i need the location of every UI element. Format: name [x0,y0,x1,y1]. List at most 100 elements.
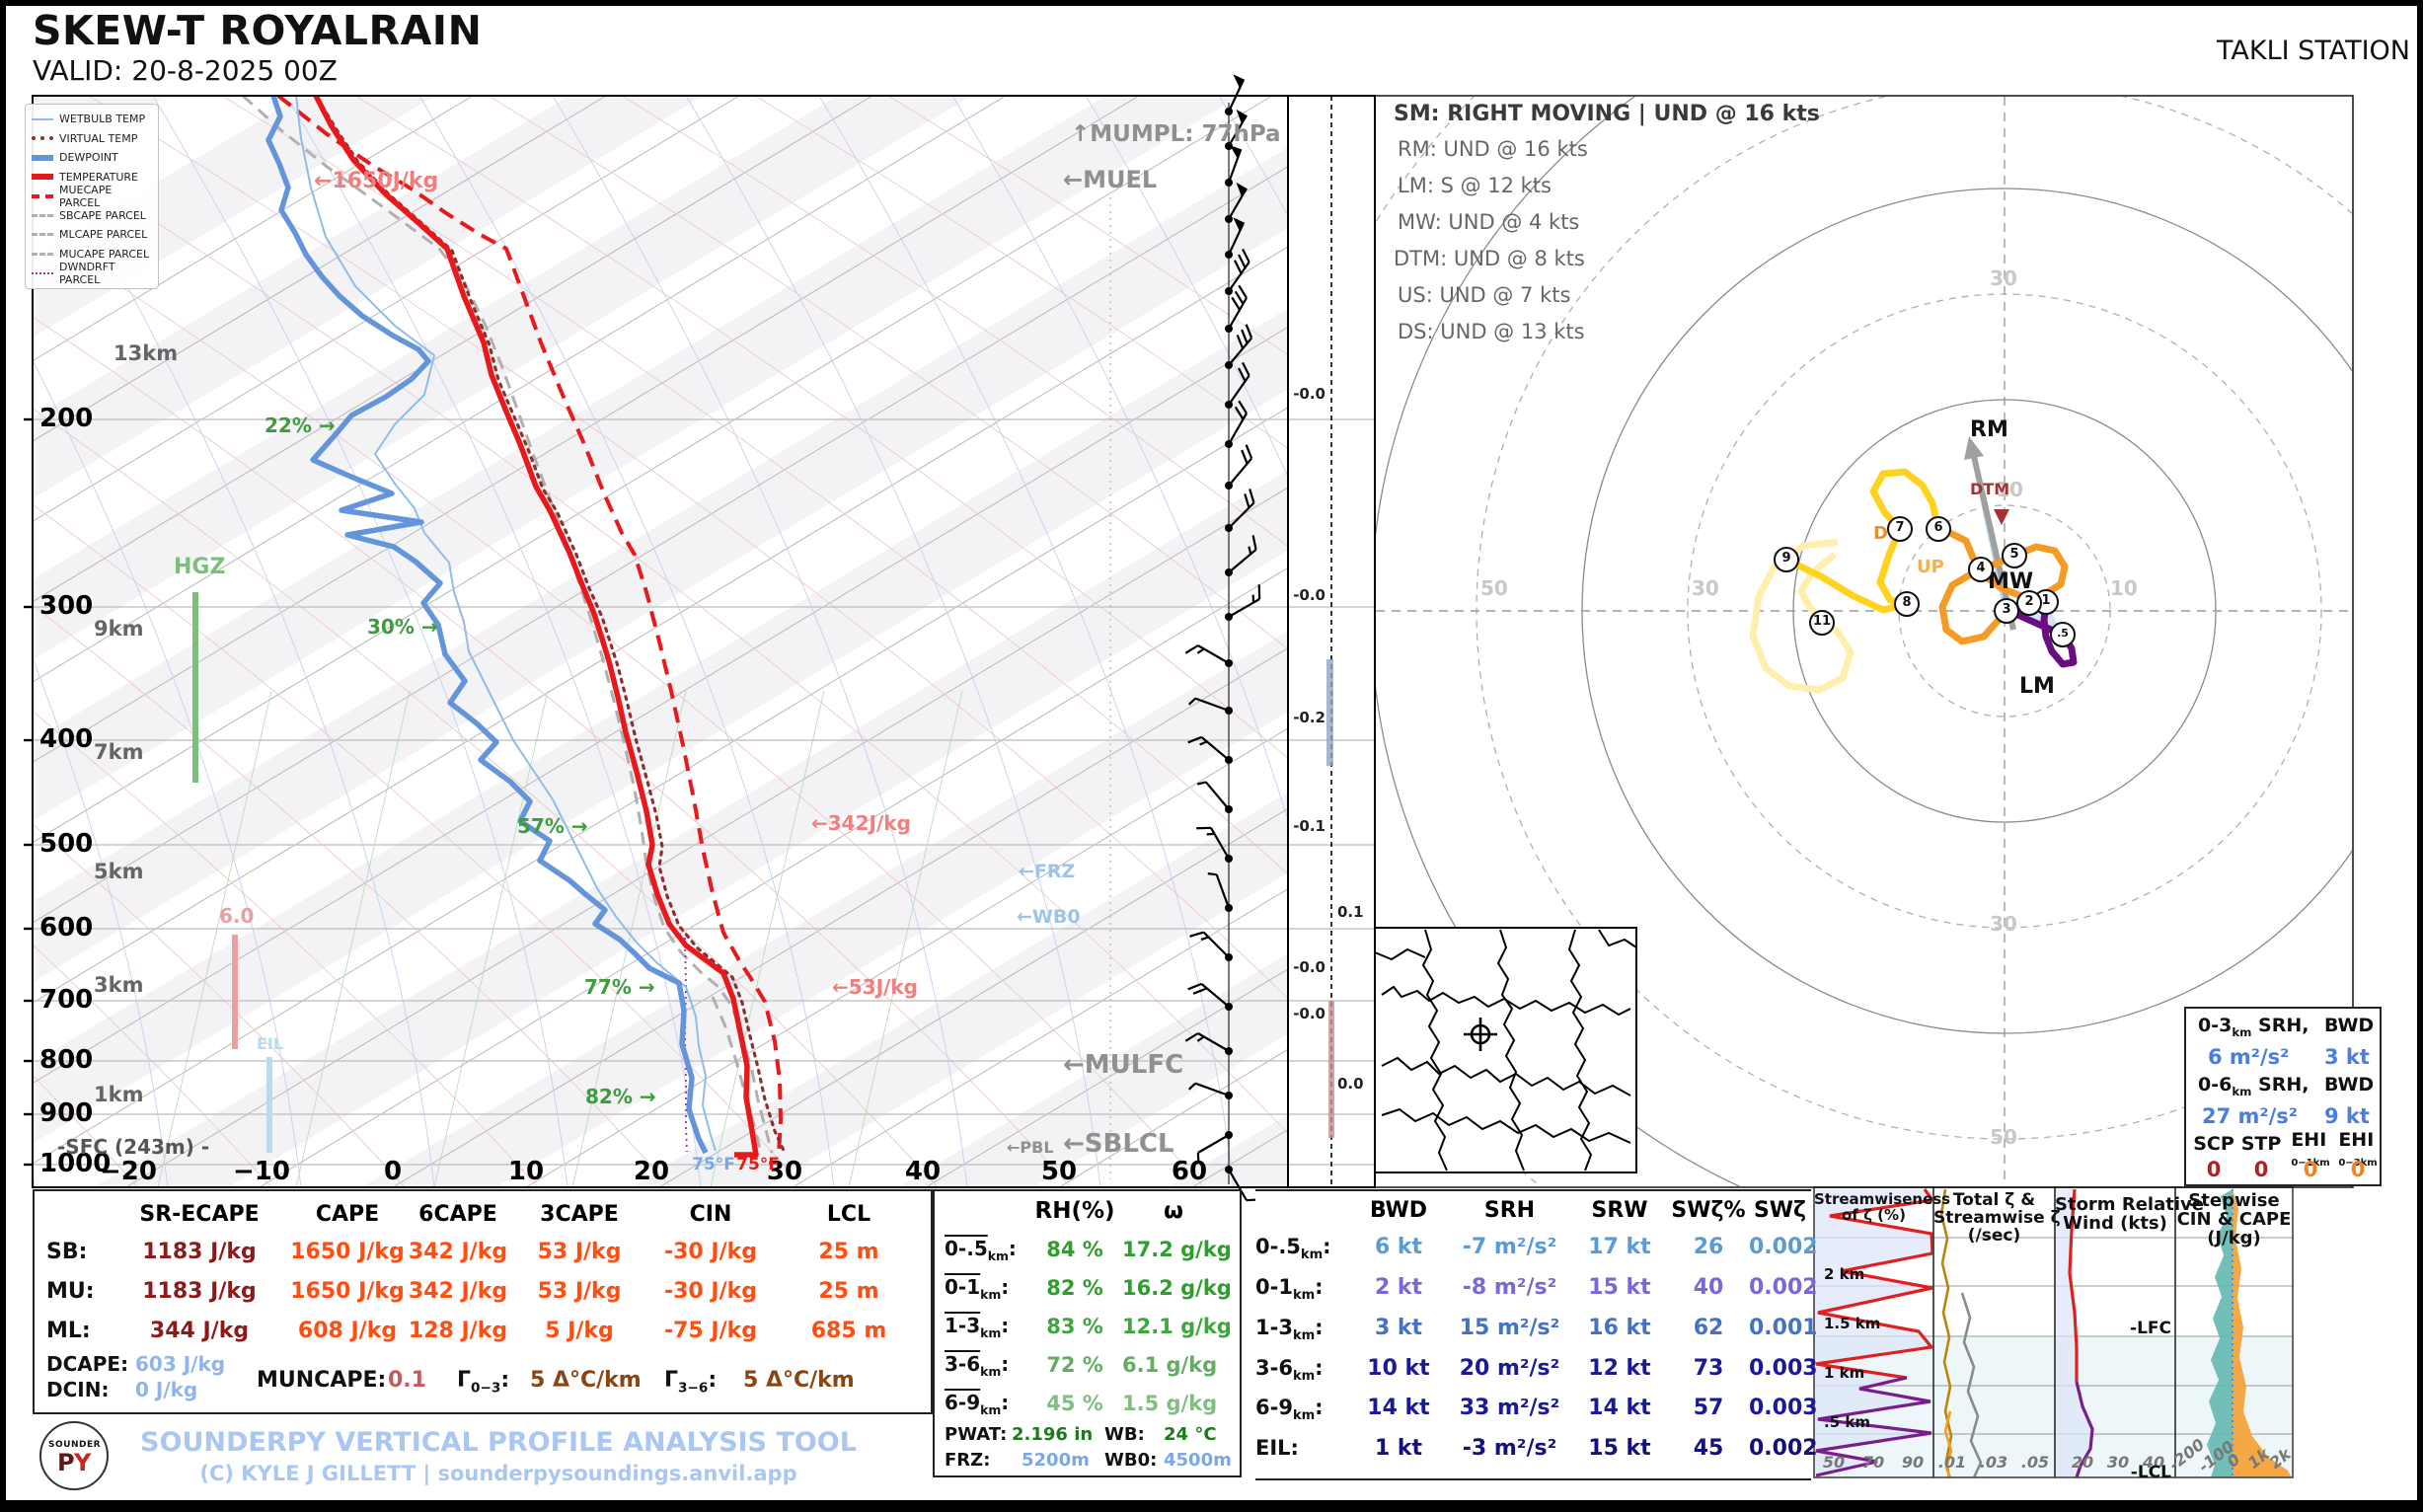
wb-value: 24 °C [1164,1424,1217,1445]
page-title: SKEW-T ROYALRAIN [33,7,483,54]
row-label: 3-6km: [1255,1355,1324,1384]
height-label: 1km [94,1083,144,1106]
omega-value: -0.0 [1293,385,1325,403]
wb-label: WB: [1104,1424,1145,1445]
omega-down-bar [1328,1001,1334,1138]
legend-item: MLCAPE PARCEL [32,225,152,245]
eil-label: EIL [257,1034,284,1053]
panel-tick: .05 [2020,1453,2050,1472]
surface-label: -SFC (243m) - [57,1135,210,1159]
dcape-label: DCAPE: [46,1352,129,1376]
hodograph-spines [1374,95,2354,1188]
dcin-label: DCIN: [46,1378,110,1401]
ring-label: 10 [2110,576,2138,600]
panel-height-label: .5 km [1824,1413,1870,1431]
sounderpy-logo: SOUNDER P Y [39,1421,109,1490]
stepwise-cin-fill [2207,1189,2233,1477]
row-label: 0-1km: [1255,1274,1324,1304]
pressure-label: 700 [39,985,94,1015]
legend-item: WETBULB TEMP [32,110,152,129]
srw-line-lower [2075,1381,2094,1478]
pwat-value: 2.196 in [1012,1424,1094,1445]
ring-label: 30 [1990,912,2017,936]
wetbulb-curve [295,96,717,1152]
rh-annotation: 22% → [265,414,336,437]
pressure-label: 300 [39,591,94,621]
mlcape-parcel-curve [711,996,763,1154]
ehi01-header: EHI 0−1km [2291,1129,2330,1169]
scp-value: 0 [2206,1158,2222,1181]
ehi01-value: 0 [2303,1158,2318,1181]
ring-label: 30 [1990,266,2017,290]
hodo-trace-6-9km [1784,468,1942,614]
pbl-annotation: ←PBL [1007,1138,1054,1157]
srh-bwd-box: 0-3km SRH, BWD 6 m²/s² 3 kt 0-6km SRH, B… [2184,1007,2382,1186]
cape-annotation-upper: ←1650J/kg [314,169,439,193]
credit-line-1: SOUNDERPY VERTICAL PROFILE ANALYSIS TOOL [140,1427,857,1458]
legend-item: TEMPERATURE [32,168,152,188]
rh-annotation: 82% → [585,1085,656,1108]
row-label: 1-3km: [1255,1315,1324,1343]
storm-motion-line: DS: UND @ 13 kts [1398,320,1585,343]
ring-label: 50 [1990,1125,2017,1149]
ring-label: 30 [1692,576,1719,600]
dcin-value: 0 J/kg [135,1378,198,1401]
legend-item: DEWPOINT [32,148,152,168]
hodo-marker: 9 [1774,547,1799,572]
map-inset [1374,927,1637,1173]
wb0-value: 4500m [1164,1450,1232,1471]
srh-0-3-value: 6 m²/s² [2208,1045,2290,1069]
omega-value: -0.0 [1293,1005,1325,1022]
omega-header: ω [1164,1198,1183,1224]
mucape-line-icon [32,252,53,256]
temp-tick: 60 [1171,1157,1208,1186]
total-zeta-line [1939,1188,1953,1478]
dewpoint-curve [265,96,709,1155]
sblcl-annotation: ←SBLCL [1063,1129,1174,1159]
streamwiseness-line-upper [1815,1188,1935,1380]
pressure-label: 400 [39,724,94,754]
panel-height-label: 1 km [1824,1364,1865,1382]
hodo-marker: 5 [2002,543,2027,568]
hodo-marker: .5 [2050,622,2076,647]
pressure-label: 600 [39,913,94,943]
hodo-marker: 3 [1994,598,2019,624]
temp-tick: −20 [100,1157,157,1186]
storm-motion-line: DTM: UND @ 8 kts [1394,247,1585,270]
row-label: EIL: [1255,1436,1299,1461]
legend-item: MUCAPE PARCEL [32,245,152,265]
height-label: 7km [94,740,144,764]
wetbulb-line-icon [32,117,53,120]
cape-annotation-mid: ←342J/kg [811,811,911,835]
height-label: 5km [94,860,144,883]
temp-tick: −10 [233,1157,290,1186]
col-header: BWD [1369,1198,1428,1223]
up-label: UP [1917,557,1944,577]
muecape-parcel-curve [276,96,784,1154]
pressure-label: 500 [39,829,94,859]
hgz-label: HGZ [174,555,226,579]
rh-annotation: 77% → [584,975,655,999]
muecape-line-icon [32,193,53,198]
col-header: SRH [1483,1198,1536,1223]
col-header: SWζ% [1671,1198,1746,1223]
bottom-mini-panels [1813,1186,2294,1478]
temp-tick: 40 [904,1157,942,1186]
station-crosshair-icon [1464,1018,1497,1051]
height-label: 9km [94,617,144,641]
surface-dewpoint-f: 75°F [692,1155,735,1174]
storm-motion-header: SM: RIGHT MOVING | UND @ 16 kts [1394,102,1820,126]
streamwise-zeta-line [1960,1292,1983,1478]
dwndrft-parcel-curve [684,937,688,1153]
bwd-0-3-header: BWD [2324,1015,2375,1036]
rh-annotation: 57% → [517,814,588,838]
panel-height-label: 1.5 km [1824,1315,1881,1332]
col-header: SRW [1591,1198,1648,1223]
lcl-annotation: -LCL [2130,1463,2171,1482]
temp-tick: 0 [383,1157,403,1186]
sbcape-line-icon [32,213,53,217]
cape-annotation-low: ←53J/kg [832,975,918,999]
virtual-temp-curve [316,97,787,1155]
hodo-marker: 8 [1894,591,1920,617]
